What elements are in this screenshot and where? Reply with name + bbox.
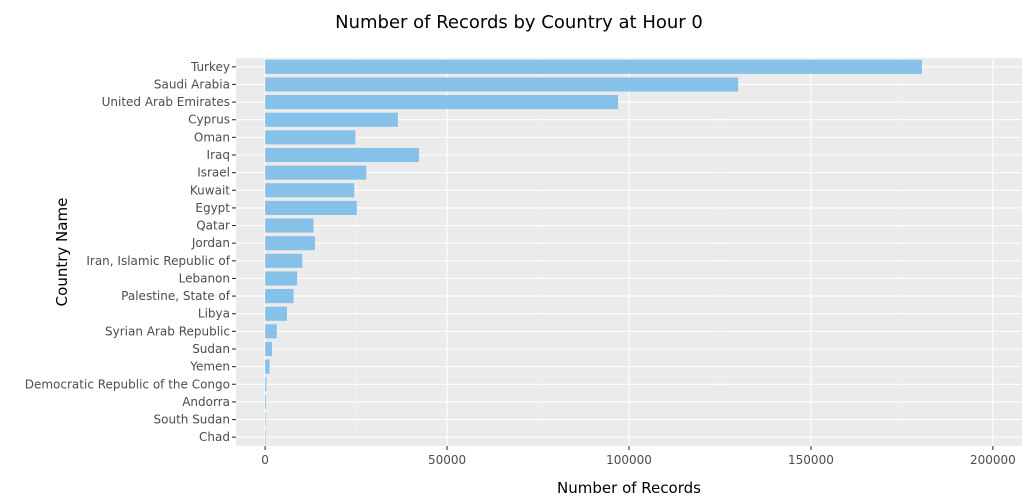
bar-saudi-arabia — [265, 77, 739, 92]
y-tick-label: Yemen — [189, 360, 230, 374]
bar-south-sudan — [265, 412, 266, 427]
bar-united-arab-emirates — [265, 95, 619, 110]
bar-sudan — [265, 341, 273, 357]
y-axis-labels: Turkey Saudi Arabia United Arab Emirates Cy… — [25, 60, 236, 444]
y-tick-label: Lebanon — [179, 271, 230, 285]
bar-cyprus — [265, 112, 398, 127]
y-tick-label: Iran, Islamic Republic of — [86, 254, 230, 268]
y-tick-label: Democratic Republic of the Congo — [25, 377, 230, 391]
chart-title: Number of Records by Country at Hour 0 — [335, 12, 703, 33]
x-tick-label: 0 — [261, 453, 269, 467]
y-tick-label: Oman — [194, 130, 230, 144]
y-tick-label: South Sudan — [154, 413, 231, 427]
y-tick-label: Iraq — [207, 148, 230, 162]
x-tick-label: 100000 — [606, 453, 652, 467]
bar-jordan — [265, 236, 315, 251]
x-axis-labels: 0 50000 100000 150000 200000 — [261, 446, 1016, 467]
y-tick-label: Saudi Arabia — [154, 77, 230, 91]
y-tick-label: Palestine, State of — [121, 289, 231, 303]
bars — [265, 59, 922, 445]
bar-israel — [265, 165, 367, 180]
y-tick-label: Sudan — [192, 342, 230, 356]
bar-qatar — [265, 218, 314, 233]
bar-andorra — [265, 394, 267, 409]
y-tick-label: Syrian Arab Republic — [105, 324, 230, 338]
y-axis-title: Country Name — [53, 198, 71, 307]
bar-democratic-republic-of-the-congo — [265, 377, 267, 392]
bar-yemen — [265, 359, 270, 374]
bar-iran-islamic-republic-of — [265, 253, 303, 268]
x-tick-label: 150000 — [788, 453, 834, 467]
y-tick-label: Israel — [197, 166, 230, 180]
bar-syrian-arab-republic — [265, 324, 277, 339]
bar-iraq — [265, 147, 420, 163]
bar-chad — [265, 430, 266, 445]
y-tick-label: Kuwait — [190, 183, 230, 197]
bar-lebanon — [265, 271, 298, 286]
bar-libya — [265, 306, 287, 321]
bar-palestine-state-of — [265, 289, 294, 304]
x-axis-title: Number of Records — [557, 479, 701, 497]
y-tick-label: Libya — [198, 307, 230, 321]
bar-egypt — [265, 200, 357, 215]
bar-oman — [265, 130, 356, 145]
bar-kuwait — [265, 183, 355, 198]
y-tick-label: Cyprus — [188, 113, 230, 127]
y-tick-label: Egypt — [195, 201, 230, 215]
y-tick-label: Chad — [199, 430, 230, 444]
x-tick-label: 200000 — [970, 453, 1016, 467]
bar-turkey — [265, 59, 922, 74]
y-tick-label: Qatar — [196, 219, 230, 233]
y-tick-label: Andorra — [182, 395, 230, 409]
y-tick-label: United Arab Emirates — [102, 95, 230, 109]
x-tick-label: 50000 — [428, 453, 466, 467]
y-tick-label: Turkey — [190, 60, 230, 74]
y-tick-label: Jordan — [191, 236, 230, 250]
